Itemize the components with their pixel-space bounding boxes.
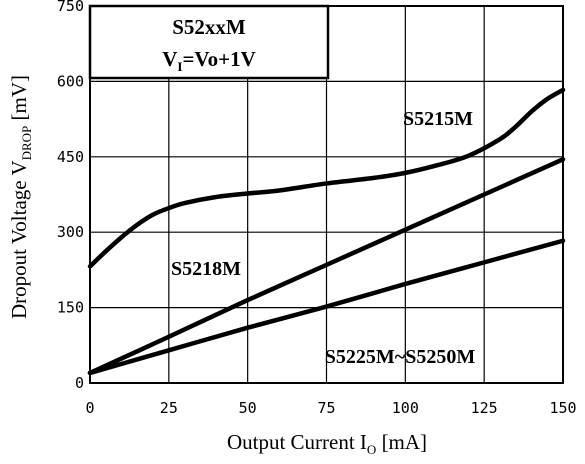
series-label-s5225m-s5250m: S5225M~S5250M <box>325 346 476 368</box>
series-line-s5218m <box>87 157 566 376</box>
series-label-s5215m: S5215M <box>403 108 473 130</box>
series-line-s5225m-s5250m <box>87 238 566 376</box>
y-tick-label-600: 600 <box>57 72 84 90</box>
series-label-s5218m: S5218M <box>171 258 241 280</box>
x-tick-label-75: 75 <box>317 399 335 417</box>
x-tick-label-0: 0 <box>85 399 94 417</box>
y-tick-label-300: 300 <box>57 223 84 241</box>
series-labels: S5215M S5218M S5225M~S5250M <box>171 108 475 368</box>
y-tick-label-150: 150 <box>57 299 84 317</box>
x-axis-label: Output Current IO [mA] <box>227 430 427 457</box>
legend-box: S52xxM VI=Vo+1V <box>88 4 330 80</box>
tick-labels: 0 25 50 75 100 125 150 0 150 300 450 600 750 <box>57 0 577 417</box>
x-tick-label-50: 50 <box>239 399 257 417</box>
y-tick-label-0: 0 <box>75 374 84 392</box>
y-tick-label-450: 450 <box>57 148 84 166</box>
x-tick-label-25: 25 <box>160 399 178 417</box>
y-tick-label-750: 750 <box>57 0 84 15</box>
legend-box-frame <box>88 4 330 80</box>
legend-line-1: S52xxM <box>172 15 246 39</box>
legend-line-2: VI=Vo+1V <box>162 47 256 74</box>
y-axis-label: Dropout Voltage VDROP [mV] <box>7 75 34 319</box>
x-tick-label-150: 150 <box>549 399 576 417</box>
x-tick-label-100: 100 <box>392 399 419 417</box>
series-line-s5215m <box>87 87 566 269</box>
x-tick-label-125: 125 <box>471 399 498 417</box>
plot-area <box>87 87 566 376</box>
